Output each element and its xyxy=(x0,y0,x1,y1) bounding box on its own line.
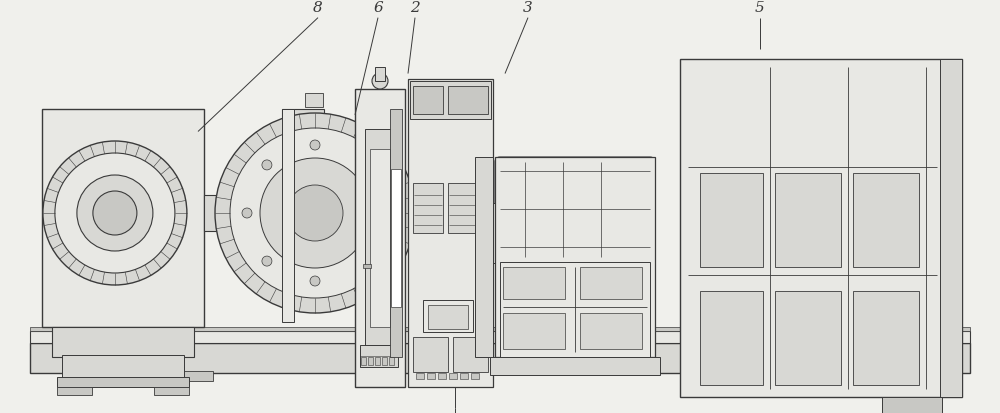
Bar xyxy=(408,80,493,387)
Bar xyxy=(503,267,565,299)
Circle shape xyxy=(262,161,272,171)
Circle shape xyxy=(372,74,388,90)
Bar xyxy=(282,110,324,307)
Circle shape xyxy=(230,129,400,298)
FancyBboxPatch shape xyxy=(696,63,767,165)
Bar xyxy=(30,331,970,343)
Bar xyxy=(449,373,457,379)
Circle shape xyxy=(287,185,343,242)
FancyBboxPatch shape xyxy=(849,63,923,165)
Bar xyxy=(427,373,435,379)
Bar xyxy=(177,371,213,381)
Bar xyxy=(249,189,261,238)
Bar xyxy=(370,150,390,327)
Bar xyxy=(57,377,189,387)
Bar xyxy=(375,68,385,82)
Circle shape xyxy=(358,161,368,171)
Bar xyxy=(154,387,189,395)
Bar xyxy=(361,357,366,365)
Text: 5: 5 xyxy=(755,1,765,14)
Bar xyxy=(305,94,323,108)
Bar xyxy=(239,206,249,221)
Bar xyxy=(413,87,443,115)
Circle shape xyxy=(358,256,368,266)
Bar xyxy=(416,373,424,379)
Bar xyxy=(882,397,942,413)
Bar xyxy=(42,110,204,327)
Bar xyxy=(853,291,919,385)
Circle shape xyxy=(242,209,252,218)
Bar xyxy=(680,60,962,397)
Text: 6: 6 xyxy=(373,1,383,14)
Bar xyxy=(700,173,763,267)
FancyBboxPatch shape xyxy=(495,158,655,262)
Bar xyxy=(775,173,841,267)
Bar xyxy=(428,305,468,329)
Circle shape xyxy=(261,197,269,206)
Circle shape xyxy=(77,176,153,252)
Bar xyxy=(410,82,491,120)
Bar xyxy=(365,130,395,347)
Bar xyxy=(412,371,448,381)
Bar xyxy=(30,343,970,373)
Bar xyxy=(375,357,380,365)
Circle shape xyxy=(262,256,272,266)
Bar xyxy=(475,158,493,357)
Bar xyxy=(391,170,401,307)
Bar xyxy=(453,337,488,372)
Circle shape xyxy=(310,276,320,286)
Bar xyxy=(382,357,387,365)
Bar xyxy=(204,195,224,231)
Bar xyxy=(700,291,763,385)
Bar xyxy=(580,313,642,349)
Bar xyxy=(515,214,530,254)
Bar xyxy=(460,373,468,379)
Bar xyxy=(368,357,373,365)
Circle shape xyxy=(93,192,137,235)
Bar xyxy=(940,60,962,397)
Bar xyxy=(413,337,448,372)
Bar xyxy=(503,313,565,349)
Bar xyxy=(853,173,919,267)
Bar xyxy=(423,300,473,332)
Bar xyxy=(438,373,446,379)
Bar xyxy=(493,204,515,263)
Bar xyxy=(389,357,394,365)
Bar xyxy=(52,327,194,357)
Text: 2: 2 xyxy=(410,1,420,14)
Bar xyxy=(495,158,655,357)
Bar xyxy=(360,345,398,367)
Bar xyxy=(112,371,148,381)
Circle shape xyxy=(261,209,269,218)
Bar xyxy=(490,357,660,375)
Bar xyxy=(580,267,642,299)
Bar xyxy=(355,90,405,387)
Circle shape xyxy=(378,209,388,218)
Text: 8: 8 xyxy=(313,1,323,14)
Bar xyxy=(448,87,488,115)
Circle shape xyxy=(215,114,415,313)
Circle shape xyxy=(261,221,269,230)
Bar xyxy=(413,183,443,233)
Bar xyxy=(448,183,488,233)
Bar xyxy=(57,387,92,395)
Bar xyxy=(832,371,868,381)
Bar xyxy=(390,110,402,357)
FancyBboxPatch shape xyxy=(771,63,845,165)
Text: 3: 3 xyxy=(523,1,533,14)
Bar xyxy=(224,202,239,225)
Circle shape xyxy=(55,154,175,273)
Bar xyxy=(363,264,371,268)
Circle shape xyxy=(43,142,187,285)
Bar xyxy=(500,262,650,357)
Bar xyxy=(471,373,479,379)
Circle shape xyxy=(260,159,370,268)
Circle shape xyxy=(310,141,320,151)
Bar xyxy=(30,327,970,331)
Bar xyxy=(261,195,269,231)
Bar xyxy=(62,355,184,379)
Bar xyxy=(282,110,294,322)
Bar xyxy=(530,221,540,245)
Bar xyxy=(775,291,841,385)
